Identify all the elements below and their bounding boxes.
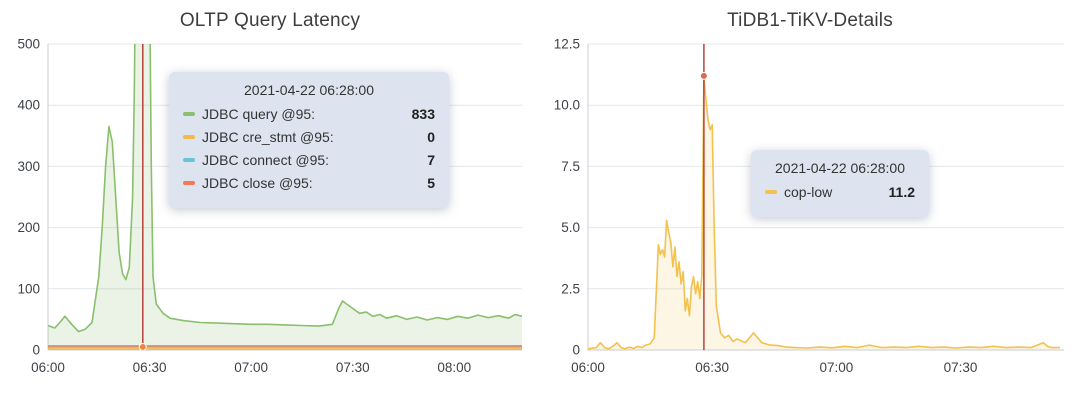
svg-text:200: 200 bbox=[17, 220, 40, 235]
tooltip-row: JDBC connect @95: 7 bbox=[183, 152, 435, 168]
svg-text:07:00: 07:00 bbox=[234, 360, 268, 375]
plot-area-tikv: 0 2.5 5.0 7.5 10.0 12.5 06:00 06:30 07:00 07:30 2… bbox=[542, 34, 1080, 384]
axis-lines bbox=[587, 44, 1064, 351]
tooltip-series-label: cop-low bbox=[784, 184, 833, 200]
hover-point-marker bbox=[138, 342, 147, 350]
tooltip-series-value: 7 bbox=[427, 152, 435, 168]
series-marker-icon bbox=[183, 181, 195, 185]
tooltip-timestamp: 2021-04-22 06:28:00 bbox=[244, 82, 374, 98]
svg-text:0: 0 bbox=[32, 343, 40, 358]
tikv-details-chart-canvas[interactable]: 0 2.5 5.0 7.5 10.0 12.5 06:00 06:30 07:00 07:30 bbox=[542, 34, 1076, 384]
svg-text:0: 0 bbox=[572, 343, 580, 358]
chart-tooltip: 2021-04-22 06:28:00 JDBC query @95: 833 JD… bbox=[169, 72, 449, 208]
svg-text:300: 300 bbox=[17, 159, 40, 174]
tooltip-series-label: JDBC query @95: bbox=[202, 106, 316, 122]
chart-title-oltp-query-latency: OLTP Query Latency bbox=[179, 10, 361, 31]
svg-text:07:30: 07:30 bbox=[944, 360, 978, 375]
axis-tick-labels: 0 100 200 300 400 500 06:00 06:30 07:00 07:30 08:0… bbox=[17, 37, 471, 376]
tooltip-row: cop-low 11.2 bbox=[765, 184, 915, 200]
tooltip-series-value: 833 bbox=[411, 106, 435, 122]
series-group bbox=[48, 44, 522, 350]
tooltip-rows: JDBC query @95: 833 JDBC cre_stmt @95: 0 JDB… bbox=[183, 106, 435, 191]
tooltip-timestamp: 2021-04-22 06:28:00 bbox=[775, 160, 905, 176]
plot-area-oltp: 0 100 200 300 400 500 06:00 06:30 07:00 07:30 08:0… bbox=[2, 34, 540, 384]
svg-text:06:00: 06:00 bbox=[571, 360, 605, 375]
tooltip-row: JDBC query @95: 833 bbox=[183, 106, 435, 122]
chart-panel-oltp-query-latency: OLTP Query Latency 0 100 200 300 400 500 06:00… bbox=[2, 10, 540, 384]
series-line bbox=[588, 75, 1060, 350]
series-marker-icon bbox=[183, 112, 195, 116]
tooltip-series-label: JDBC connect @95: bbox=[202, 152, 330, 168]
svg-text:5.0: 5.0 bbox=[561, 220, 580, 235]
svg-text:06:30: 06:30 bbox=[133, 360, 167, 375]
svg-text:7.5: 7.5 bbox=[561, 159, 580, 174]
svg-text:400: 400 bbox=[17, 98, 40, 113]
chart-title-tidb1-tikv-details: TiDB1-TiKV-Details bbox=[727, 10, 893, 31]
tooltip-series-value: 11.2 bbox=[888, 184, 915, 200]
series-marker-icon bbox=[183, 135, 195, 139]
hover-point-marker bbox=[699, 71, 708, 80]
series-marker-icon bbox=[765, 190, 777, 194]
svg-text:07:30: 07:30 bbox=[336, 360, 370, 375]
tooltip-row: JDBC cre_stmt @95: 0 bbox=[183, 129, 435, 145]
svg-text:10.0: 10.0 bbox=[554, 98, 580, 113]
tooltip-series-value: 0 bbox=[427, 129, 435, 145]
oltp-latency-chart-canvas[interactable]: 0 100 200 300 400 500 06:00 06:30 07:00 07:30 08:0… bbox=[2, 34, 534, 384]
svg-text:08:00: 08:00 bbox=[437, 360, 471, 375]
svg-text:100: 100 bbox=[17, 281, 40, 296]
series-group bbox=[588, 44, 1060, 350]
svg-text:06:00: 06:00 bbox=[31, 360, 65, 375]
tooltip-rows: cop-low 11.2 bbox=[765, 184, 915, 200]
chart-tooltip: 2021-04-22 06:28:00 cop-low 11.2 bbox=[751, 150, 929, 217]
svg-text:500: 500 bbox=[17, 37, 40, 52]
tooltip-series-label: JDBC cre_stmt @95: bbox=[202, 129, 334, 145]
axis-tick-labels: 0 2.5 5.0 7.5 10.0 12.5 06:00 06:30 07:00 07:30 bbox=[554, 37, 978, 376]
chart-panel-tidb1-tikv-details: TiDB1-TiKV-Details 0 2.5 5.0 7.5 10.0 12.5 06:… bbox=[540, 0, 1080, 402]
tooltip-series-value: 5 bbox=[427, 175, 435, 191]
series-marker-icon bbox=[183, 158, 195, 162]
axis-lines bbox=[47, 44, 522, 351]
svg-text:06:30: 06:30 bbox=[695, 360, 729, 375]
series-area bbox=[588, 75, 1060, 350]
svg-text:07:00: 07:00 bbox=[819, 360, 853, 375]
svg-text:12.5: 12.5 bbox=[554, 37, 580, 52]
svg-text:2.5: 2.5 bbox=[561, 281, 580, 296]
series-line bbox=[48, 44, 522, 333]
tooltip-row: JDBC close @95: 5 bbox=[183, 175, 435, 191]
tooltip-series-label: JDBC close @95: bbox=[202, 175, 313, 191]
